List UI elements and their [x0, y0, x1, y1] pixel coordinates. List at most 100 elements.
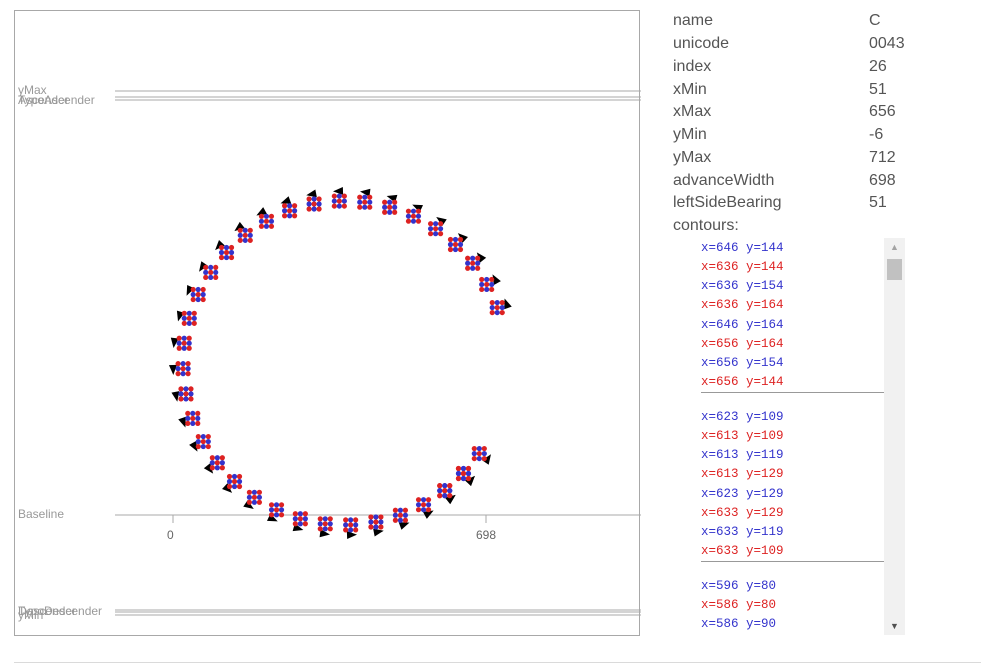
on-curve-point	[242, 237, 248, 243]
off-curve-point	[236, 483, 243, 490]
point-cluster	[178, 410, 201, 428]
info-value: 698	[869, 172, 896, 189]
on-curve-point	[410, 218, 417, 224]
off-curve-point	[499, 299, 505, 306]
on-curve-point	[190, 291, 196, 298]
on-curve-point	[306, 201, 312, 207]
point-cluster	[256, 207, 275, 229]
on-curve-point	[223, 254, 230, 261]
off-curve-point	[427, 221, 434, 227]
on-curve-point	[362, 204, 368, 210]
direction-arrow	[373, 528, 384, 537]
off-curve-point	[200, 286, 206, 293]
off-curve-point	[402, 517, 409, 523]
scroll-up-arrow-icon[interactable]: ▲	[890, 242, 899, 252]
on-curve-point	[213, 269, 219, 276]
glyph-canvas[interactable]: yMax TypoAscender Ascender Baseline Typo…	[14, 10, 641, 636]
on-curve-point	[343, 522, 349, 528]
contour-scrollbar[interactable]: ▲ ▼	[884, 238, 905, 635]
on-curve-point	[348, 527, 354, 533]
on-curve-point	[373, 514, 379, 520]
off-curve-point	[378, 514, 384, 520]
contour-list-container[interactable]: x=646 y=144 x=636 y=144 x=636 y=154 x=63…	[684, 238, 905, 635]
on-curve-point	[341, 198, 347, 204]
off-curve-point	[190, 296, 196, 303]
on-curve-point	[297, 521, 303, 527]
off-curve-point	[186, 335, 192, 341]
on-curve-point	[209, 460, 215, 466]
contour-list[interactable]: x=646 y=144 x=636 y=144 x=636 y=154 x=63…	[684, 238, 884, 635]
off-curve-point	[190, 415, 196, 422]
scroll-down-arrow-icon[interactable]: ▼	[890, 621, 899, 631]
point-cluster	[465, 252, 487, 271]
off-curve-point	[228, 254, 235, 261]
info-value: -6	[869, 126, 884, 143]
contour-point: x=623 y=129	[701, 487, 784, 501]
off-curve-point	[415, 218, 422, 224]
on-curve-point	[246, 494, 253, 500]
off-curve-point	[336, 198, 342, 204]
on-curve-point	[382, 204, 388, 210]
off-curve-point	[415, 497, 422, 503]
info-value: 51	[869, 81, 887, 98]
direction-arrow	[319, 529, 330, 538]
point-cluster	[215, 240, 235, 261]
point-cluster	[331, 186, 347, 209]
info-value: 26	[869, 58, 887, 75]
off-curve-point	[273, 507, 280, 513]
ymin-label: yMin	[18, 608, 44, 622]
on-curve-point	[479, 281, 485, 288]
point-cluster	[292, 511, 308, 532]
on-curve-point	[397, 517, 404, 523]
on-curve-point	[447, 488, 453, 494]
off-curve-point	[268, 213, 275, 219]
on-curve-point	[268, 218, 275, 224]
off-curve-point	[178, 386, 184, 392]
contour-point: x=633 y=119	[701, 525, 784, 539]
direction-arrow	[306, 189, 317, 198]
contour-point: x=586 y=90	[701, 617, 777, 631]
on-curve-point	[178, 391, 184, 397]
on-curve-point	[465, 260, 471, 266]
scroll-thumb[interactable]	[887, 259, 902, 280]
off-curve-point	[410, 213, 417, 219]
on-curve-point	[432, 231, 439, 237]
on-curve-point	[251, 489, 258, 495]
off-curve-point	[460, 470, 467, 477]
on-curve-point	[322, 516, 328, 522]
off-curve-point	[437, 483, 443, 489]
on-curve-point	[186, 320, 192, 326]
on-curve-point	[327, 521, 333, 527]
on-curve-point	[397, 507, 404, 513]
on-curve-point	[437, 226, 444, 232]
contour-point: x=656 y=154	[701, 356, 784, 370]
on-curve-point	[494, 299, 500, 306]
contour-point: x=613 y=109	[701, 429, 784, 443]
on-curve-point	[181, 345, 187, 351]
off-curve-point	[382, 199, 388, 205]
descender-label: Descender	[18, 604, 77, 618]
on-curve-point	[273, 502, 280, 508]
off-curve-point	[331, 193, 337, 199]
off-curve-point	[175, 371, 181, 377]
direction-arrow	[170, 337, 179, 348]
on-curve-point	[402, 512, 409, 518]
off-curve-point	[268, 223, 275, 229]
off-curve-point	[178, 396, 184, 402]
off-curve-point	[465, 475, 472, 482]
info-value: 712	[869, 149, 896, 166]
info-row-advance-width: advanceWidth 698	[673, 170, 963, 192]
info-value: 51	[869, 194, 887, 211]
on-curve-point	[186, 340, 192, 346]
contour-separator	[701, 392, 884, 393]
off-curve-point	[185, 371, 191, 377]
glyph-points	[168, 186, 512, 540]
on-curve-point	[387, 209, 393, 215]
point-cluster	[368, 514, 384, 537]
direction-arrow	[465, 475, 475, 486]
info-key: advanceWidth	[673, 172, 775, 189]
off-curve-point	[322, 521, 328, 527]
point-cluster	[234, 221, 253, 243]
on-curve-point	[214, 465, 220, 471]
point-cluster	[317, 516, 333, 538]
